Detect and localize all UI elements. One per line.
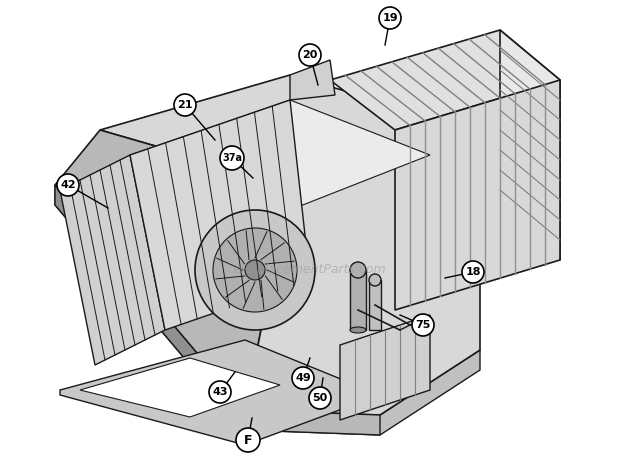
Circle shape [57,174,79,196]
Circle shape [462,261,484,283]
Polygon shape [55,185,480,435]
Polygon shape [340,315,430,420]
Polygon shape [60,340,380,445]
Text: 18: 18 [465,267,480,277]
Bar [369,280,381,330]
Polygon shape [130,100,430,210]
Circle shape [350,262,366,278]
Circle shape [379,7,401,29]
Text: 21: 21 [177,100,193,110]
Circle shape [236,428,260,452]
Polygon shape [55,185,245,430]
Polygon shape [330,30,560,130]
Text: eReplacementParts.com: eReplacementParts.com [234,264,386,276]
Polygon shape [80,358,280,417]
Text: 20: 20 [303,50,317,60]
Text: 50: 50 [312,393,327,403]
Circle shape [369,274,381,286]
Circle shape [209,381,231,403]
Text: 37a: 37a [222,153,242,163]
Text: 75: 75 [415,320,431,330]
Polygon shape [55,130,290,410]
Text: F: F [244,434,252,447]
Bar [350,270,366,330]
Ellipse shape [350,327,366,333]
Polygon shape [100,75,480,185]
Circle shape [412,314,434,336]
Text: 43: 43 [212,387,228,397]
Circle shape [309,387,331,409]
Text: 42: 42 [60,180,76,190]
Polygon shape [245,130,480,415]
Polygon shape [60,155,165,365]
Polygon shape [290,60,335,100]
Polygon shape [130,100,310,330]
Circle shape [220,146,244,170]
Circle shape [195,210,315,330]
Polygon shape [500,30,560,260]
Text: 19: 19 [382,13,398,23]
Circle shape [299,44,321,66]
Circle shape [213,228,297,312]
Text: 49: 49 [295,373,311,383]
Polygon shape [245,410,380,435]
Circle shape [245,260,265,280]
Circle shape [292,367,314,389]
Polygon shape [395,80,560,310]
Circle shape [174,94,196,116]
